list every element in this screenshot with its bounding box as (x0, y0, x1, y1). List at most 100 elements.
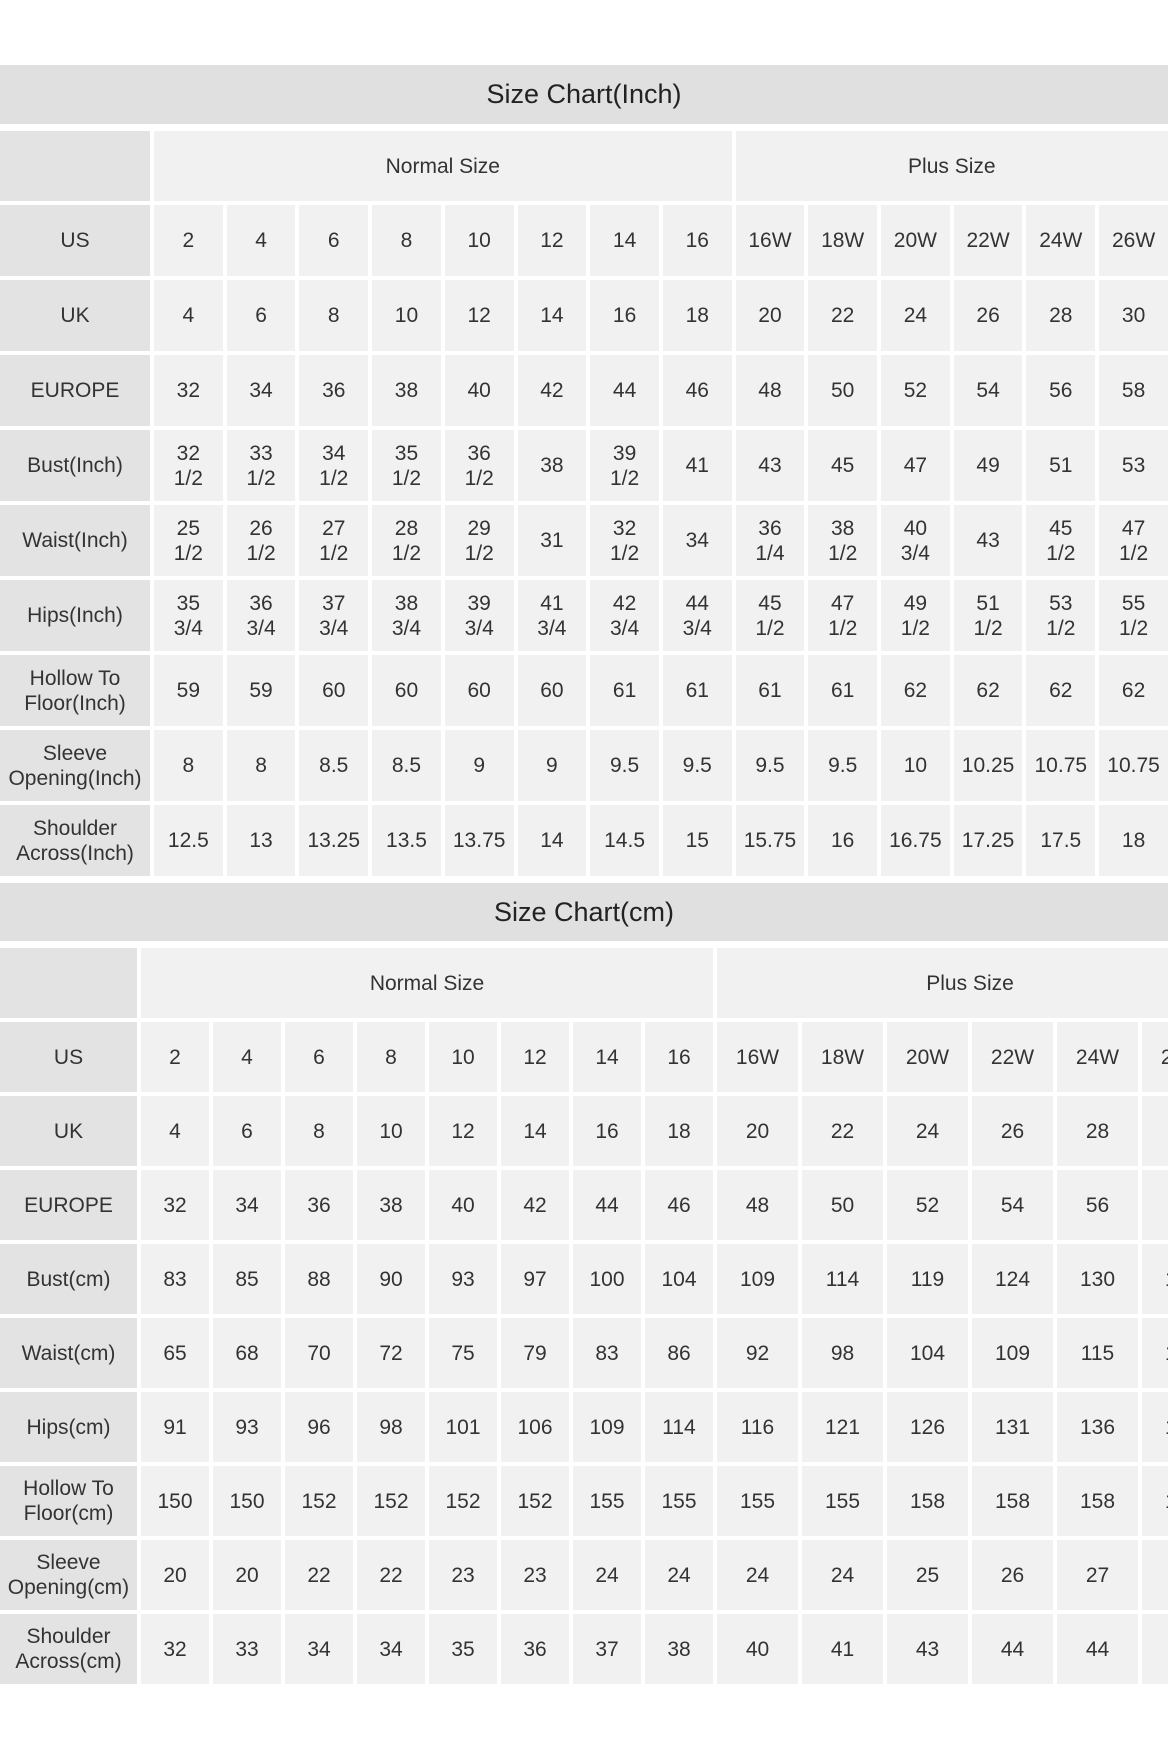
row-label: US (0, 1022, 137, 1092)
size-cell: 23 (429, 1540, 497, 1610)
size-cell: 158 (972, 1466, 1053, 1536)
size-cell: 41 3/4 (517, 580, 587, 651)
size-cell: 115 (1057, 1318, 1138, 1388)
size-cell: 10.75 (1099, 730, 1168, 801)
size-cell: 22 (285, 1540, 353, 1610)
size-cell: 46 (1142, 1614, 1168, 1684)
size-cell: 16W (735, 205, 805, 276)
row-label: Waist(cm) (0, 1318, 137, 1388)
size-cell: 34 (357, 1614, 425, 1684)
size-cell: 141 (1142, 1392, 1168, 1462)
size-cell: 130 (1057, 1244, 1138, 1314)
size-cell: 152 (429, 1466, 497, 1536)
size-cell: 16 (662, 205, 732, 276)
size-cell: 26 (972, 1540, 1053, 1610)
size-cell: 119 (887, 1244, 968, 1314)
size-cell: 22 (357, 1540, 425, 1610)
size-cell: 4 (226, 205, 296, 276)
size-cell: 33 (213, 1614, 281, 1684)
size-cell: 16 (590, 280, 659, 351)
size-cell: 8.5 (372, 730, 441, 801)
size-cell: 55 1/2 (1099, 580, 1168, 651)
size-cell: 36 1/2 (444, 430, 514, 501)
size-cell: 22W (953, 205, 1023, 276)
size-cell: 30 (1142, 1096, 1168, 1166)
size-cell: 13.5 (372, 805, 441, 876)
size-cell: 109 (972, 1318, 1053, 1388)
size-cell: 53 1/2 (1026, 580, 1096, 651)
size-cell: 16 (808, 805, 878, 876)
row-label: Hollow To Floor(cm) (0, 1466, 137, 1536)
size-cell: 8 (226, 730, 296, 801)
size-cell: 51 1/2 (953, 580, 1023, 651)
size-cell: 28 (1057, 1096, 1138, 1166)
size-cell: 61 (808, 655, 878, 726)
size-cell: 59 (154, 655, 223, 726)
size-cell: 60 (299, 655, 369, 726)
size-cell: 42 (517, 355, 587, 426)
size-cell: 14 (501, 1096, 569, 1166)
size-cell: 40 3/4 (881, 505, 950, 576)
size-cell: 158 (887, 1466, 968, 1536)
group-header-row: Normal Size Plus Size (0, 131, 1168, 201)
inch-size-table: Normal Size Plus Size US 2 4 6 8 10 12 14 16 16W 18W… (0, 127, 1168, 880)
size-cell: 121 (1142, 1318, 1168, 1388)
size-cell: 121 (802, 1392, 883, 1462)
size-cell: 32 (141, 1170, 209, 1240)
size-cell: 38 (645, 1614, 713, 1684)
size-cell: 15.75 (735, 805, 805, 876)
size-cell: 109 (573, 1392, 641, 1462)
size-cell: 58 (1099, 355, 1168, 426)
size-cell: 88 (285, 1244, 353, 1314)
row-label: Bust(cm) (0, 1244, 137, 1314)
size-cell: 90 (357, 1244, 425, 1314)
size-cell: 92 (717, 1318, 798, 1388)
size-cell: 52 (881, 355, 950, 426)
size-cell: 4 (154, 280, 223, 351)
size-cell: 91 (141, 1392, 209, 1462)
size-cell: 38 (517, 430, 587, 501)
size-cell: 44 3/4 (662, 580, 732, 651)
size-cell: 34 (213, 1170, 281, 1240)
size-cell: 34 (285, 1614, 353, 1684)
size-cell: 53 (1099, 430, 1168, 501)
cm-chart-title: Size Chart(cm) (0, 883, 1168, 941)
size-cell: 10 (357, 1096, 425, 1166)
size-cell: 25 (887, 1540, 968, 1610)
size-cell: 62 (953, 655, 1023, 726)
size-cell: 13.25 (299, 805, 369, 876)
size-cell: 25 1/2 (154, 505, 223, 576)
size-cell: 44 (972, 1614, 1053, 1684)
size-cell: 18 (1099, 805, 1168, 876)
size-cell: 29 1/2 (444, 505, 514, 576)
size-cell: 6 (285, 1022, 353, 1092)
size-cell: 97 (501, 1244, 569, 1314)
size-cell: 44 (1057, 1614, 1138, 1684)
size-cell: 24 (881, 280, 950, 351)
size-cell: 47 1/2 (808, 580, 878, 651)
corner-cell (0, 131, 150, 201)
row-label: EUROPE (0, 1170, 137, 1240)
size-cell: 36 (501, 1614, 569, 1684)
size-cell: 56 (1057, 1170, 1138, 1240)
size-cell: 150 (213, 1466, 281, 1536)
table-row: Waist(Inch) 25 1/2 26 1/2 27 1/2 28 1/2 29 1/… (0, 505, 1168, 576)
size-cell: 51 (1026, 430, 1096, 501)
size-cell: 60 (444, 655, 514, 726)
size-cell: 9.5 (662, 730, 732, 801)
size-cell: 52 (887, 1170, 968, 1240)
size-cell: 104 (645, 1244, 713, 1314)
table-row: Hollow To Floor(Inch) 59 59 60 60 60 60 61 61 61 6… (0, 655, 1168, 726)
size-cell: 39 3/4 (444, 580, 514, 651)
plus-size-header: Plus Size (717, 948, 1168, 1018)
size-cell: 16 (573, 1096, 641, 1166)
corner-cell (0, 948, 137, 1018)
size-cell: 114 (802, 1244, 883, 1314)
row-label: Hips(Inch) (0, 580, 150, 651)
size-cell: 48 (735, 355, 805, 426)
size-cell: 40 (444, 355, 514, 426)
row-label: Sleeve Opening(Inch) (0, 730, 150, 801)
row-label: Bust(Inch) (0, 430, 150, 501)
